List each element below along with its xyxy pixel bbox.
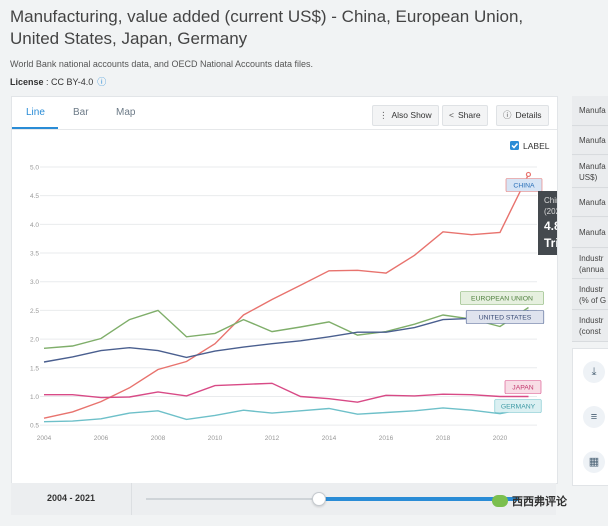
series-line-japan (44, 382, 529, 403)
series-label-box (505, 178, 543, 192)
series-label-european-union: EUROPEAN UNION (471, 296, 533, 303)
year-range-label: 2004 - 2021 (46, 493, 96, 503)
x-tick-label: 2012 (265, 435, 280, 442)
y-axis-ticks: 0.5 1.0 1.5 2.0 2.5 3.0 3.5 4.0 4.5 5.0 (30, 165, 39, 430)
x-tick-label: 2004 (37, 435, 52, 442)
series-label-box (465, 310, 545, 324)
watermark-text: 西西弗评论 (512, 496, 567, 508)
share-label: Share (457, 110, 481, 120)
also-show-label: Also Show (391, 110, 432, 120)
download-icon[interactable]: ⤓ (583, 361, 605, 383)
related-indicator-item[interactable]: Manufa US$) (572, 156, 608, 188)
y-tick-label: 4.5 (30, 193, 39, 200)
info-icon[interactable]: ⓘ (97, 77, 107, 87)
china-latest-point (525, 171, 532, 178)
x-tick-label: 2020 (493, 435, 508, 442)
tooltip-unit: Trillion (544, 236, 557, 250)
x-tick-label: 2006 (94, 435, 109, 442)
license-label: License (10, 77, 44, 87)
y-tick-label: 4.0 (30, 222, 39, 229)
x-tick-label: 2014 (322, 435, 337, 442)
source-subtitle: World Bank national accounts data, and O… (10, 59, 314, 69)
series-label-box (494, 399, 542, 413)
database-icon[interactable]: ≡ (583, 406, 605, 428)
series-label-japan: JAPAN (512, 385, 533, 392)
tooltip: China (2021) 4.87 Trillion (538, 191, 557, 255)
range-divider (131, 483, 132, 515)
tooltip-value: 4.87 (544, 219, 557, 233)
series-line-germany (43, 407, 529, 423)
details-label: Details (515, 110, 542, 120)
related-indicators-panel: Manufa Manufa Manufa US$) Manufa Manufa … (572, 96, 608, 342)
series-line-china (43, 174, 530, 419)
y-tick-label: 1.0 (30, 394, 39, 401)
x-tick-label: 2018 (436, 435, 451, 442)
related-indicator-item[interactable]: Industr (% of G (572, 280, 608, 310)
side-actions: ⤓ ≡ ▦ (572, 348, 608, 486)
tab-map[interactable]: Map (116, 107, 136, 118)
related-indicator-item[interactable]: Manufa (572, 96, 608, 126)
range-slider-bar: 2004 - 2021 (11, 483, 556, 515)
chat-bubble-icon (492, 495, 508, 507)
tooltip-series: China (544, 196, 557, 205)
y-tick-label: 3.0 (30, 279, 39, 286)
tab-bar[interactable]: Bar (73, 107, 89, 118)
x-tick-label: 2010 (208, 435, 223, 442)
related-indicator-item[interactable]: Manufa (572, 127, 608, 155)
active-tab-indicator (12, 127, 58, 129)
tabs-divider (12, 129, 557, 130)
series-lines (43, 171, 532, 423)
related-indicator-item[interactable]: Industr (annua (572, 249, 608, 279)
license-value: : CC BY-4.0 (43, 77, 94, 87)
series-line-united-states (43, 309, 529, 363)
y-tick-label: 5.0 (30, 165, 39, 172)
series-label-germany: GERMANY (501, 404, 536, 411)
x-axis-ticks: 2004 2006 2008 2010 2012 2014 2016 2018 2020 (37, 435, 508, 442)
x-tick-label: 2008 (151, 435, 166, 442)
slider-handle-start[interactable] (312, 492, 326, 506)
related-indicator-item[interactable]: Industr (const (572, 311, 608, 342)
series-label-china: CHINA (513, 183, 535, 190)
tooltip-year: (2021) (544, 207, 557, 216)
watermark: 西西弗评论 (492, 493, 567, 509)
slider-selected-range (318, 497, 518, 501)
also-show-button[interactable]: ⋮ Also Show (372, 105, 439, 126)
label-checkbox[interactable] (510, 141, 519, 150)
tab-line[interactable]: Line (26, 107, 45, 118)
label-toggle-text: LABEL (523, 141, 550, 151)
series-label-box (460, 291, 544, 305)
share-button[interactable]: < Share (442, 105, 488, 126)
label-toggle[interactable]: LABEL (510, 141, 550, 151)
info-circle-icon: ⓘ (503, 110, 512, 120)
series-label-united-states: UNITED STATES (479, 315, 532, 322)
x-tick-label: 2016 (379, 435, 394, 442)
series-labels: CHINA EUROPEAN UNION UNITED STATES JAPAN GER… (460, 178, 545, 413)
line-chart: 0.51.01.52.02.53.03.54.04.55.0 2004 2006 2… (30, 141, 557, 442)
details-button[interactable]: ⓘ Details (496, 105, 549, 126)
related-indicator-item[interactable]: Manufa (572, 218, 608, 248)
license-line: License : CC BY-4.0 ⓘ (10, 75, 106, 88)
y-tick-label: 2.0 (30, 337, 39, 344)
series-line-european-union (43, 306, 529, 349)
share-icon: < (449, 110, 454, 120)
checkmark-icon (511, 143, 519, 149)
chart-card: Line Bar Map ⋮ Also Show < Share ⓘ Details … (11, 96, 558, 484)
page-title: Manufacturing, value added (current US$)… (10, 7, 524, 48)
series-label-box (504, 380, 542, 394)
y-tick-label: 3.5 (30, 251, 39, 258)
more-vertical-icon: ⋮ (379, 110, 388, 120)
y-tick-label: 1.5 (30, 365, 39, 372)
y-tick-label: 2.5 (30, 308, 39, 315)
related-indicator-item[interactable]: Manufa (572, 189, 608, 217)
tooltip-box (538, 191, 557, 255)
y-tick-label: 0.5 (30, 423, 39, 430)
table-icon[interactable]: ▦ (583, 451, 605, 473)
